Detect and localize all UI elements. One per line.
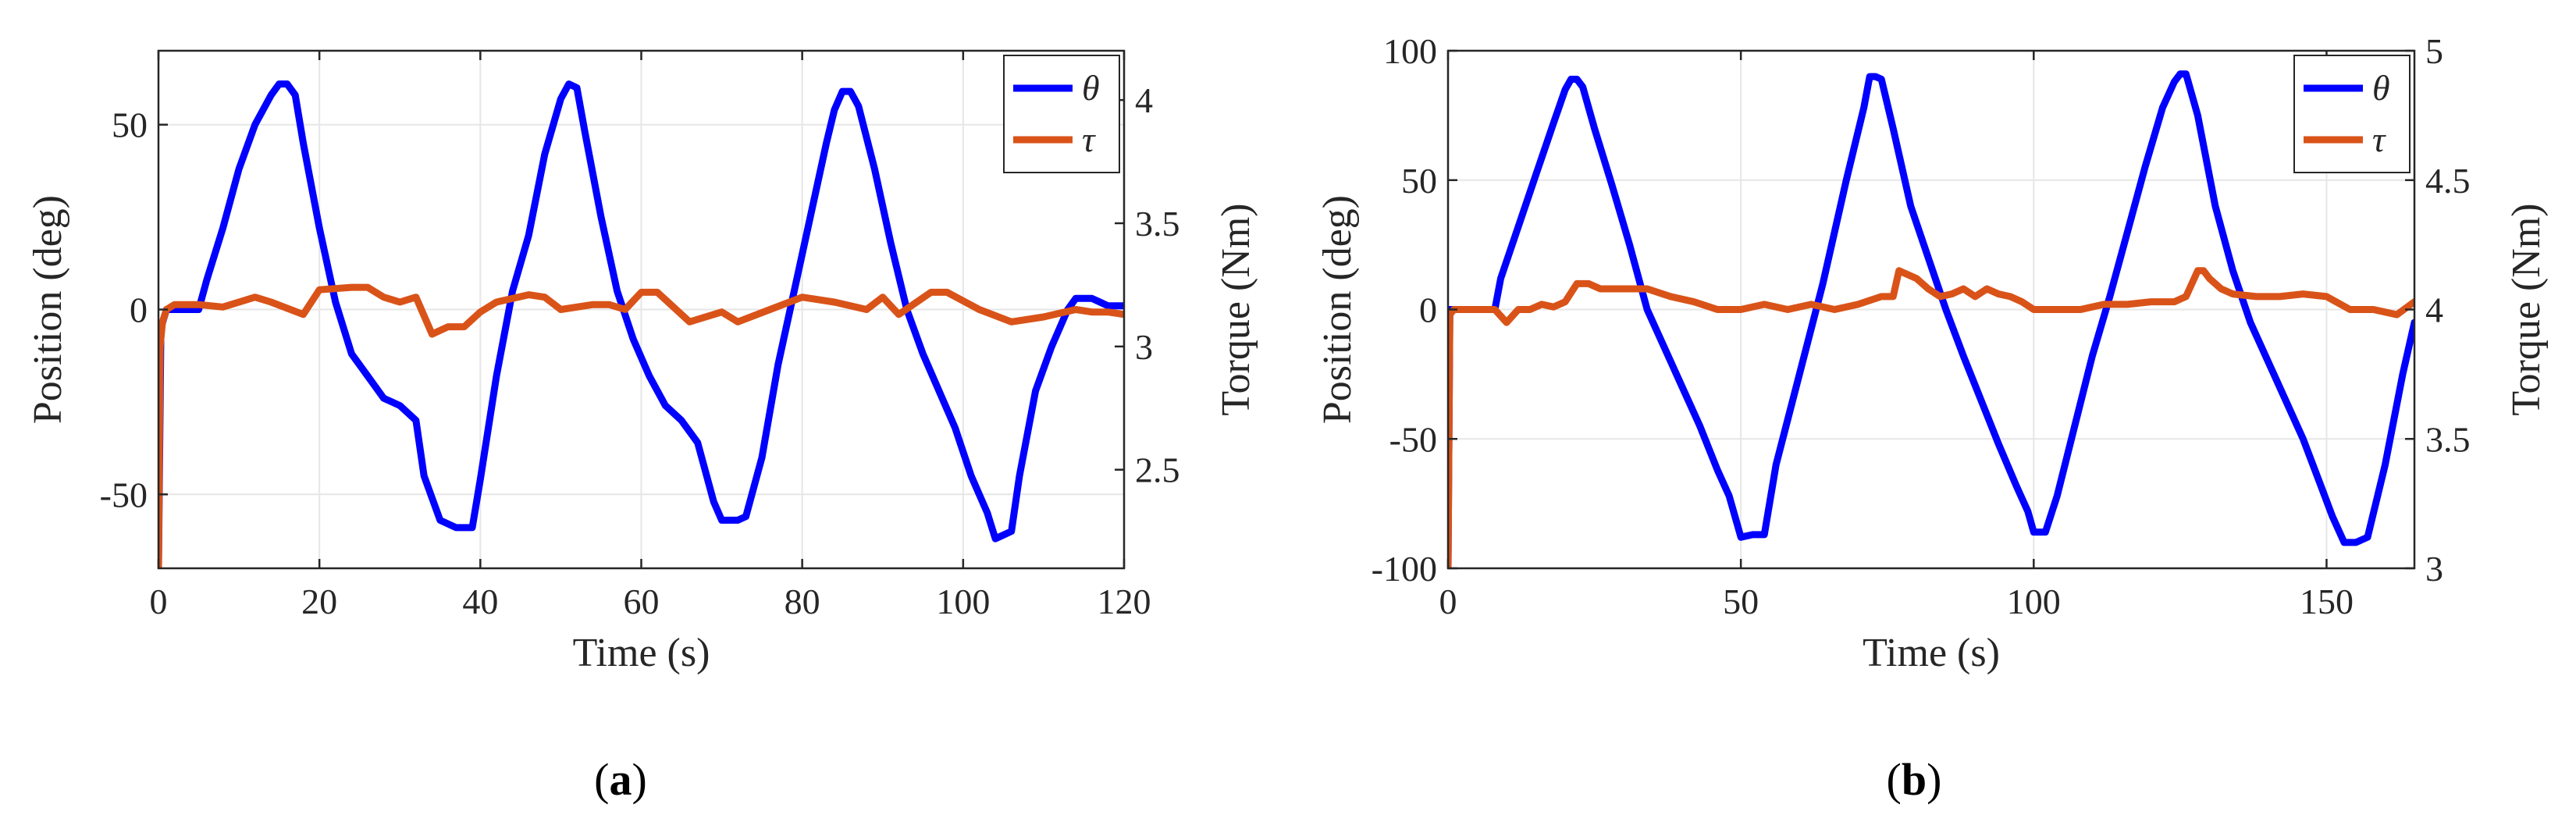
y-left-tick-label: -50	[1389, 419, 1437, 459]
x-tick-label: 120	[1098, 582, 1151, 621]
y-right-tick-label: 4.5	[2425, 161, 2471, 201]
y-left-tick-label: 50	[112, 105, 148, 145]
x-tick-label: 100	[2007, 582, 2061, 621]
y-left-tick-label: 0	[1419, 290, 1437, 330]
x-tick-label: 0	[1439, 582, 1457, 621]
legend-entry: θ	[2372, 68, 2390, 108]
position-series-line	[158, 80, 1124, 568]
y-right-tick-label: 4	[2425, 290, 2443, 330]
y-right-tick-label: 3.5	[1135, 204, 1180, 244]
x-tick-label: 0	[150, 582, 168, 621]
torque-series-line	[158, 283, 1124, 568]
y-left-tick-label: -50	[100, 475, 148, 514]
y-right-tick-label: 5	[2425, 31, 2443, 71]
x-tick-label: 50	[1723, 582, 1759, 621]
x-tick-label: 60	[624, 582, 660, 621]
panel-label: (a)	[594, 754, 647, 805]
torque-series-line	[1448, 267, 2414, 568]
y-left-tick-label: 0	[130, 290, 148, 330]
y-right-tick-label: 4	[1135, 80, 1153, 120]
y-left-tick-label: 100	[1383, 31, 1437, 71]
legend: θτ	[2293, 55, 2411, 173]
series-group	[158, 80, 1124, 568]
legend-entry: θ	[1082, 68, 1100, 108]
x-tick-label: 100	[936, 582, 990, 621]
y-left-axis-label: Position (deg)	[26, 195, 70, 424]
legend-box	[2293, 55, 2411, 173]
x-tick-label: 80	[785, 582, 820, 621]
y-right-tick-label: 3	[2425, 549, 2443, 589]
x-tick-label: 150	[2300, 582, 2354, 621]
position-series-line	[1448, 70, 2414, 568]
y-left-axis-label: Position (deg)	[1315, 195, 1360, 424]
legend-entry: τ	[1082, 119, 1096, 159]
x-axis-label: Time (s)	[1863, 631, 2000, 675]
chart-panel-b: 0 50 100 150 -100 -50 0 50 100 3 3.5 4 4.5 5 Time (s) P…	[1315, 31, 2549, 805]
y-right-tick-label: 3	[1135, 327, 1153, 367]
legend: θτ	[1003, 55, 1120, 173]
legend-box	[1003, 55, 1120, 173]
x-tick-label: 40	[462, 582, 498, 621]
x-tick-label: 20	[301, 582, 337, 621]
y-right-axis-label: Torque (Nm)	[1214, 203, 1258, 415]
x-axis-label: Time (s)	[573, 631, 710, 675]
y-right-axis-label: Torque (Nm)	[2504, 203, 2549, 415]
y-right-tick-label: 2.5	[1135, 450, 1180, 490]
legend-entry: τ	[2372, 119, 2386, 159]
y-left-tick-label: 50	[1401, 161, 1437, 201]
panel-label: (b)	[1887, 754, 1942, 805]
series-group	[1448, 70, 2414, 568]
chart-panel-a: 0 20 40 60 80 100 120 -50 0 50 2.5 3 3.5 4 Time (s) Pos…	[26, 49, 1258, 805]
y-left-tick-label: -100	[1372, 549, 1437, 589]
y-right-tick-label: 3.5	[2425, 419, 2471, 459]
